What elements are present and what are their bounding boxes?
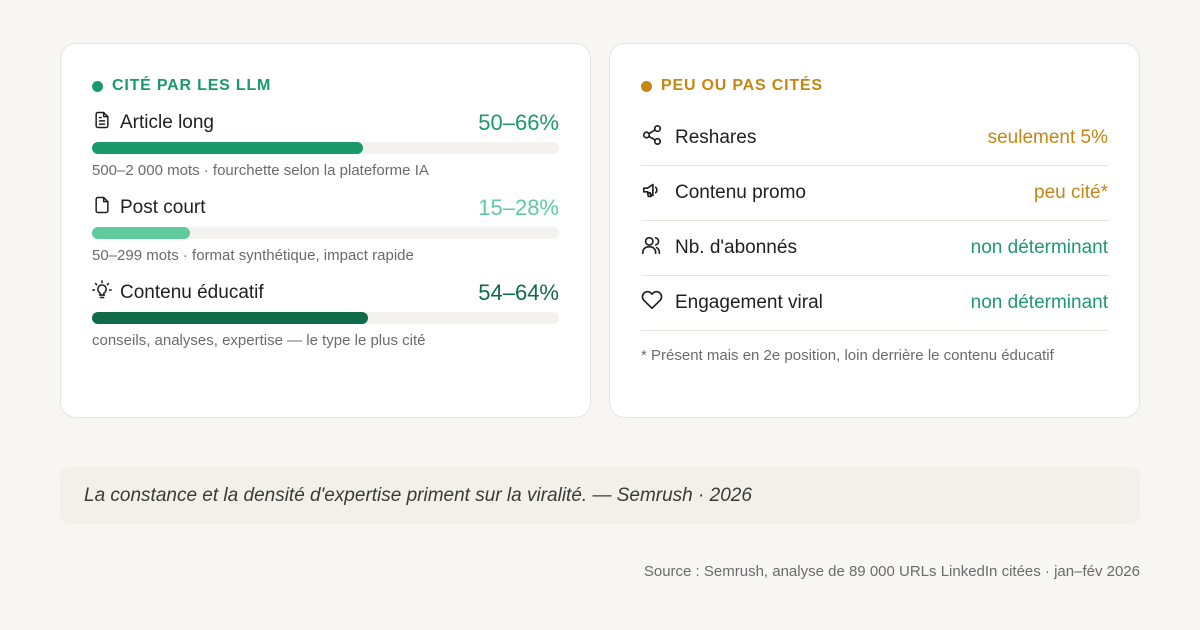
metric-description: 50–299 mots · format synthétique, impact…: [92, 247, 414, 264]
footnote: * Présent mais en 2e position, loin derr…: [641, 347, 1054, 364]
metric-value: 54–64%: [478, 280, 559, 305]
row-label: Contenu promo: [675, 182, 806, 203]
lightbulb-icon: [92, 280, 112, 306]
row-value: peu cité*: [1034, 182, 1108, 203]
metric-value: 50–66%: [478, 110, 559, 135]
row-label: Engagement viral: [675, 292, 823, 313]
row-contenu-promo: Contenu promo peu cité*: [641, 166, 1108, 221]
document-icon: [92, 195, 112, 221]
heart-icon: [641, 289, 663, 317]
metric-description: conseils, analyses, expertise — le type …: [92, 332, 426, 349]
cited-title: CITÉ PAR LES LLM: [112, 77, 272, 94]
amber-dot-icon: [641, 80, 652, 92]
green-dot-icon: [92, 80, 103, 92]
row-value: non déterminant: [970, 292, 1108, 313]
cited-card: CITÉ PAR LES LLM Article long 50–66% 500…: [60, 43, 591, 418]
metric-article-long: Article long 50–66% 500–2 000 mots · fou…: [92, 108, 559, 179]
not-cited-header: PEU OU PAS CITÉS: [641, 76, 1108, 96]
progress-bar: [92, 227, 559, 239]
share-icon: [641, 124, 663, 152]
row-value: seulement 5%: [987, 127, 1108, 148]
not-cited-card: PEU OU PAS CITÉS Reshares seulement 5%: [609, 43, 1140, 418]
metric-description: 500–2 000 mots · fourchette selon la pla…: [92, 162, 429, 179]
row-reshares: Reshares seulement 5%: [641, 111, 1108, 166]
not-cited-title: PEU OU PAS CITÉS: [661, 77, 823, 94]
metric-name: Article long: [120, 112, 214, 133]
quote-banner: La constance et la densité d'expertise p…: [60, 467, 1140, 524]
metric-name: Post court: [120, 197, 206, 218]
progress-fill: [92, 312, 368, 324]
source-note: Source : Semrush, analyse de 89 000 URLs…: [643, 563, 1140, 580]
users-icon: [641, 234, 663, 262]
cited-header: CITÉ PAR LES LLM: [92, 76, 559, 96]
row-label: Reshares: [675, 127, 757, 148]
progress-bar: [92, 142, 559, 154]
row-label: Nb. d'abonnés: [675, 237, 797, 258]
metric-contenu-educatif: Contenu éducatif 54–64% conseils, analys…: [92, 278, 559, 349]
quote-text: La constance et la densité d'expertise p…: [84, 484, 752, 506]
row-engagement-viral: Engagement viral non déterminant: [641, 276, 1108, 331]
progress-fill: [92, 142, 363, 154]
metric-value: 15–28%: [478, 195, 559, 220]
progress-fill: [92, 227, 191, 239]
row-abonnes: Nb. d'abonnés non déterminant: [641, 221, 1108, 276]
document-lines-icon: [92, 110, 112, 136]
metric-post-court: Post court 15–28% 50–299 mots · format s…: [92, 193, 559, 264]
metric-name: Contenu éducatif: [120, 282, 264, 303]
progress-bar: [92, 312, 559, 324]
megaphone-icon: [641, 179, 663, 207]
row-value: non déterminant: [970, 237, 1108, 258]
